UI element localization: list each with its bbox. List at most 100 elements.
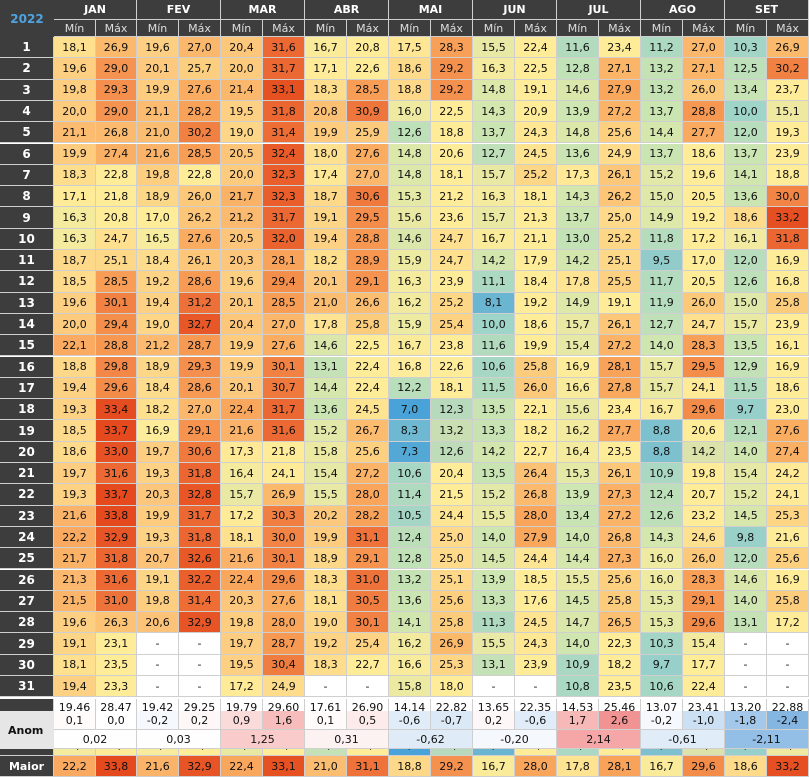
min-temp-cell: 15,5	[305, 484, 347, 506]
max-temp-cell: 22,5	[431, 100, 473, 123]
max-temp-cell: 32,9	[179, 612, 221, 634]
min-temp-cell: 20,3	[221, 250, 263, 272]
max-temp-cell: 23,3	[96, 676, 137, 698]
max-temp-cell: 18,2	[599, 654, 641, 676]
min-temp-cell: 14,8	[557, 122, 599, 144]
max-temp-cell: 31,4	[179, 590, 221, 613]
min-temp-cell: 18,1	[305, 590, 347, 613]
max-temp-cell: 32,4	[263, 143, 305, 165]
min-temp-cell: 20,5	[221, 143, 263, 165]
max-temp-cell: 27,2	[599, 335, 641, 357]
max-temp-cell: 19,9	[515, 335, 557, 357]
day-label: 26	[0, 569, 54, 591]
max-temp-cell: 29,1	[347, 271, 389, 293]
max-temp-cell: 20,4	[431, 463, 473, 485]
max-temp-cell: 32,2	[179, 569, 221, 591]
min-temp-cell: 15,7	[641, 356, 683, 378]
min-temp-cell: 19,6	[54, 292, 96, 314]
max-temp-cell: 31,6	[96, 569, 137, 591]
max-temp-cell: 27,4	[767, 441, 809, 463]
max-temp-cell: 15,4	[683, 633, 725, 655]
max-temp-cell: 29,5	[347, 207, 389, 229]
min-temp-cell: 19,9	[137, 79, 179, 101]
min-temp-cell: 18,1	[54, 654, 96, 676]
min-temp-cell: 15,4	[557, 335, 599, 357]
max-temp-cell: 17,9	[515, 250, 557, 272]
min-temp-cell: 17,8	[305, 313, 347, 336]
anom-cell: 0,0	[96, 711, 137, 730]
max-temp-cell: 21,8	[263, 441, 305, 463]
min-temp-cell: 13,5	[473, 463, 515, 485]
min-temp-cell: 10,0	[473, 313, 515, 336]
maior-cell: 28,0	[515, 756, 557, 777]
day-label: 6	[0, 143, 54, 165]
day-label: 22	[0, 484, 54, 506]
max-temp-cell: 24,1	[767, 484, 809, 506]
max-temp-cell: 22,1	[515, 399, 557, 421]
max-temp-cell: 27,4	[96, 143, 137, 165]
max-temp-cell: 27,0	[347, 164, 389, 187]
min-temp-cell: 21,1	[54, 122, 96, 144]
min-temp-cell: 13,2	[641, 79, 683, 101]
day-label: 29	[0, 633, 54, 655]
max-temp-cell: 26,2	[179, 207, 221, 229]
max-temp-cell: 31,7	[263, 399, 305, 421]
max-temp-cell: 23,0	[767, 399, 809, 421]
min-temp-cell: 15,5	[473, 633, 515, 655]
max-temp-cell: 22,3	[599, 633, 641, 655]
min-temp-cell: 14,8	[389, 143, 431, 165]
min-temp-cell: 15,2	[641, 164, 683, 187]
max-temp-cell: 25,8	[599, 590, 641, 613]
max-temp-cell: 22,8	[96, 164, 137, 187]
min-temp-cell: 19,6	[221, 271, 263, 293]
min-temp-cell: 15,2	[725, 484, 767, 506]
min-temp-cell: 16,6	[389, 654, 431, 676]
min-temp-cell: 13,4	[725, 79, 767, 101]
max-temp-cell: 18,6	[767, 377, 809, 400]
max-temp-cell: 26,0	[515, 377, 557, 400]
anom-average-cell: 2,14	[557, 730, 641, 749]
max-temp-cell: 29,6	[683, 612, 725, 634]
maior-cell: 33,2	[767, 756, 809, 777]
max-temp-cell: 27,6	[767, 420, 809, 442]
min-temp-cell: 14,1	[725, 164, 767, 187]
max-temp-cell: 14,2	[683, 441, 725, 463]
month-header: MAR	[221, 0, 305, 20]
min-temp-cell: 11,9	[641, 292, 683, 314]
min-temp-cell: 13,1	[473, 654, 515, 676]
max-temp-cell: 24,4	[515, 548, 557, 570]
min-temp-cell: 12,8	[389, 548, 431, 570]
max-temp-cell: 31,7	[179, 505, 221, 527]
min-temp-cell: 15,3	[641, 612, 683, 634]
anom-cell: 0,9	[221, 711, 263, 730]
max-temp-cell: 29,0	[96, 58, 137, 80]
max-temp-cell: 28,5	[263, 292, 305, 314]
max-temp-cell: 25,3	[431, 654, 473, 676]
max-temp-cell: 31,6	[263, 37, 305, 59]
max-temp-cell: 17,7	[683, 654, 725, 676]
min-temp-cell: 12,6	[389, 122, 431, 144]
maior-cell: 17,8	[557, 756, 599, 777]
min-temp-cell: 18,9	[137, 186, 179, 208]
min-temp-cell: 19,8	[54, 79, 96, 101]
min-temp-cell: 11,5	[725, 377, 767, 400]
max-temp-cell: -	[179, 676, 221, 698]
min-subheader: Mín	[557, 20, 599, 37]
max-temp-cell: 13,2	[431, 420, 473, 442]
day-label: 8	[0, 186, 54, 208]
max-temp-cell: 26,1	[599, 313, 641, 336]
min-temp-cell: 22,4	[221, 399, 263, 421]
max-temp-cell: 25,6	[431, 590, 473, 613]
min-temp-cell: 16,3	[473, 186, 515, 208]
max-temp-cell: 28,8	[347, 228, 389, 250]
maior-label: Maior	[0, 756, 54, 777]
min-temp-cell: 10,3	[641, 633, 683, 655]
day-label: 21	[0, 463, 54, 485]
min-subheader: Mín	[221, 20, 263, 37]
min-temp-cell: -	[137, 654, 179, 676]
max-temp-cell: 27,3	[599, 548, 641, 570]
min-temp-cell: 14,8	[389, 164, 431, 187]
max-temp-cell: 30,6	[347, 186, 389, 208]
month-header: AGO	[641, 0, 725, 20]
min-temp-cell: 7,0	[389, 399, 431, 421]
